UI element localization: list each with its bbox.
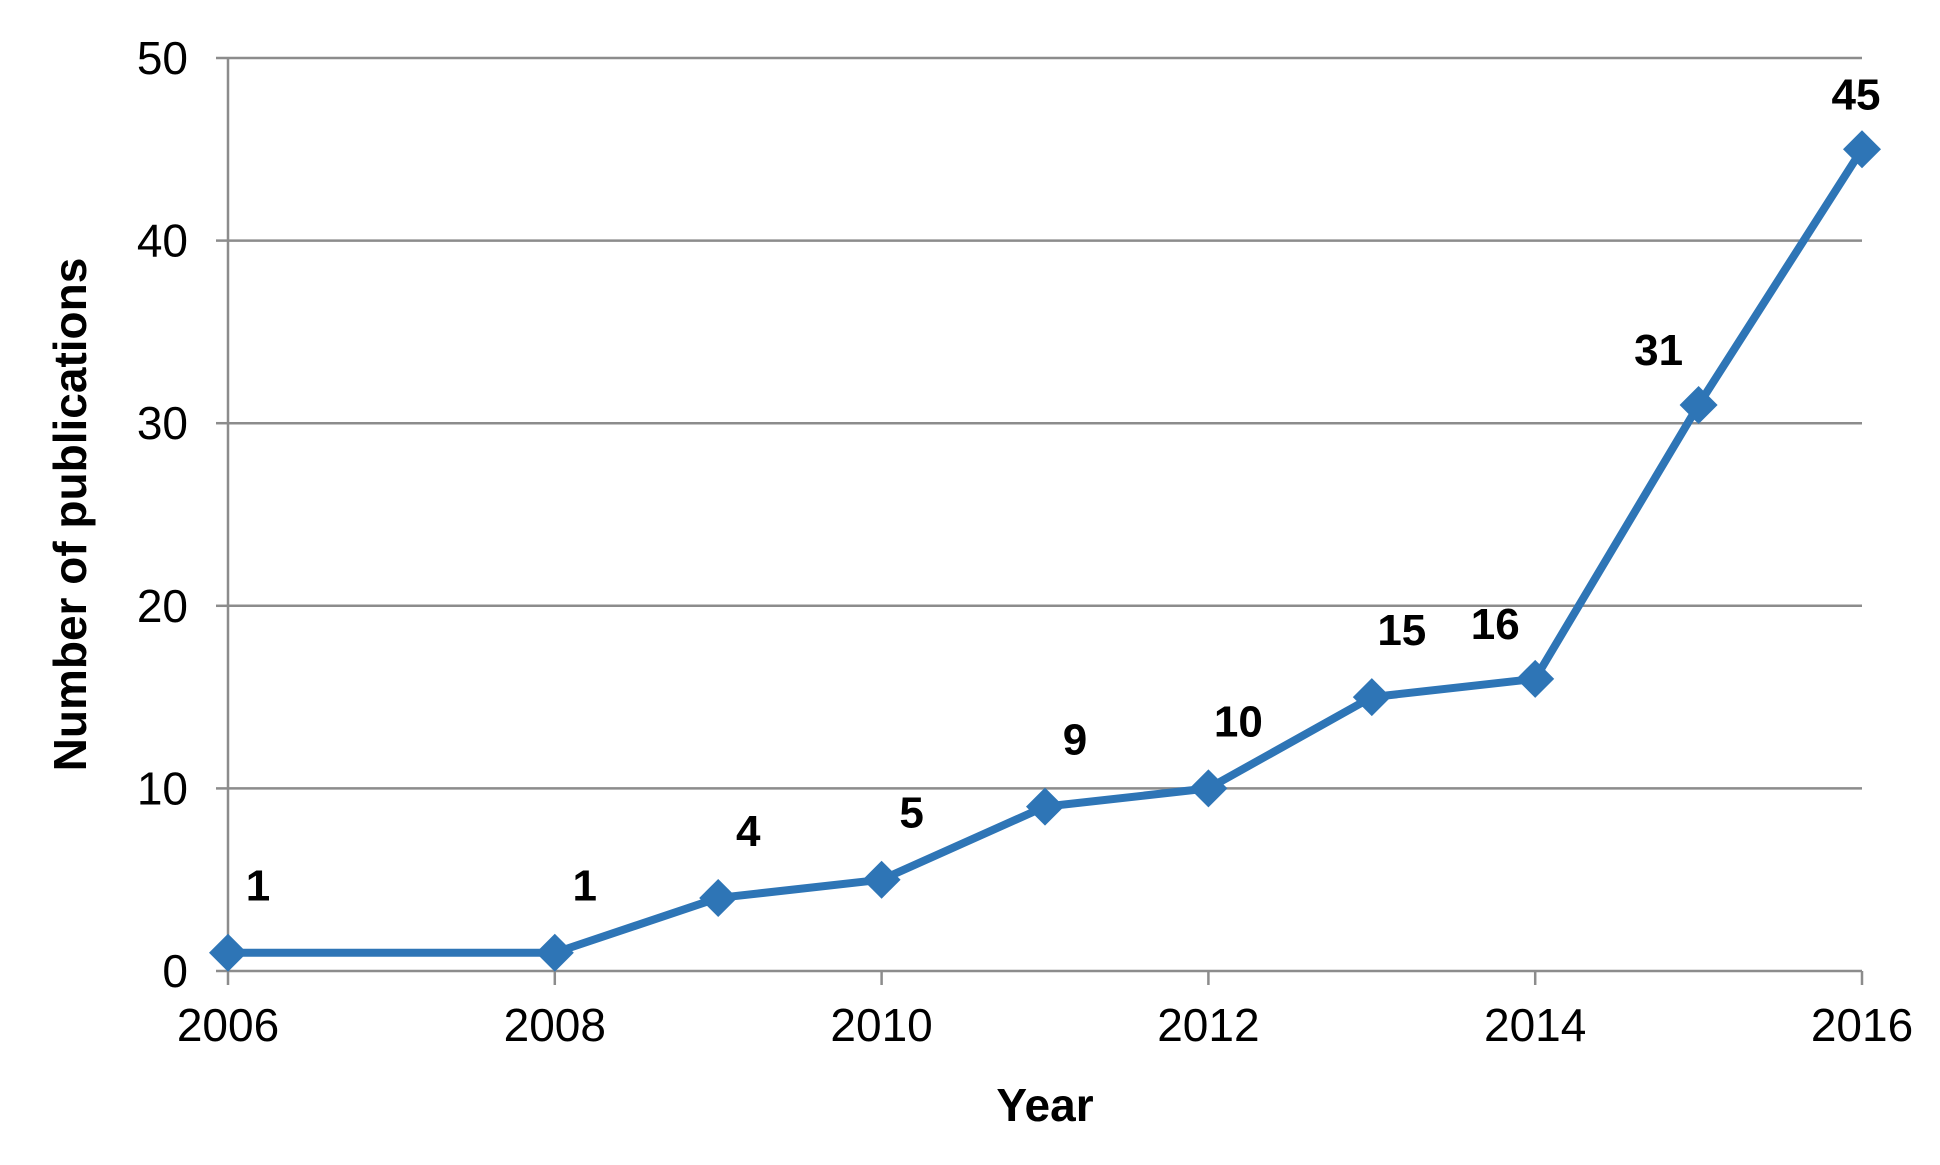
data-label: 31 [1634, 326, 1683, 375]
data-point-marker [1843, 130, 1881, 169]
data-label: 10 [1214, 697, 1263, 746]
data-point-marker [1352, 678, 1391, 717]
data-label: 1 [573, 862, 597, 911]
x-tick-label: 2006 [177, 999, 279, 1051]
y-tick-label: 20 [137, 580, 188, 632]
y-tick-label: 0 [162, 945, 188, 997]
data-point-marker [862, 860, 901, 899]
x-tick-label: 2014 [1484, 999, 1586, 1051]
data-point-marker [535, 933, 574, 972]
y-tick-labels: 0 10 20 30 40 50 [137, 32, 188, 997]
data-label: 5 [899, 789, 923, 838]
data-point-marker [1516, 659, 1555, 698]
data-label: 16 [1471, 600, 1520, 649]
data-point-marker [209, 933, 247, 972]
y-axis-title: Number of publications [44, 258, 96, 772]
y-tick-label: 30 [137, 397, 188, 449]
x-axis-title: Year [996, 1079, 1093, 1131]
y-tick-label: 40 [137, 215, 188, 267]
x-tick-label: 2016 [1811, 999, 1913, 1051]
data-point-marker [1189, 769, 1228, 808]
data-label: 45 [1832, 70, 1881, 119]
gridlines [228, 56, 1862, 790]
data-point-marker [1026, 787, 1064, 826]
data-label: 15 [1377, 606, 1426, 655]
x-tick-label: 2012 [1157, 999, 1259, 1051]
series [209, 130, 1881, 972]
x-tick-labels: 2006 2008 2010 2012 2014 2016 [177, 999, 1913, 1051]
x-tick-label: 2008 [504, 999, 606, 1051]
y-tick-label: 50 [137, 32, 188, 84]
data-label: 1 [246, 862, 270, 911]
x-tick-label: 2010 [830, 999, 932, 1051]
data-point-marker [1679, 385, 1718, 424]
series-line [224, 145, 1866, 957]
data-point-marker [699, 878, 738, 917]
data-label: 9 [1063, 716, 1087, 765]
data-label: 4 [736, 807, 761, 856]
axes [216, 56, 1864, 985]
y-tick-label: 10 [137, 762, 188, 814]
